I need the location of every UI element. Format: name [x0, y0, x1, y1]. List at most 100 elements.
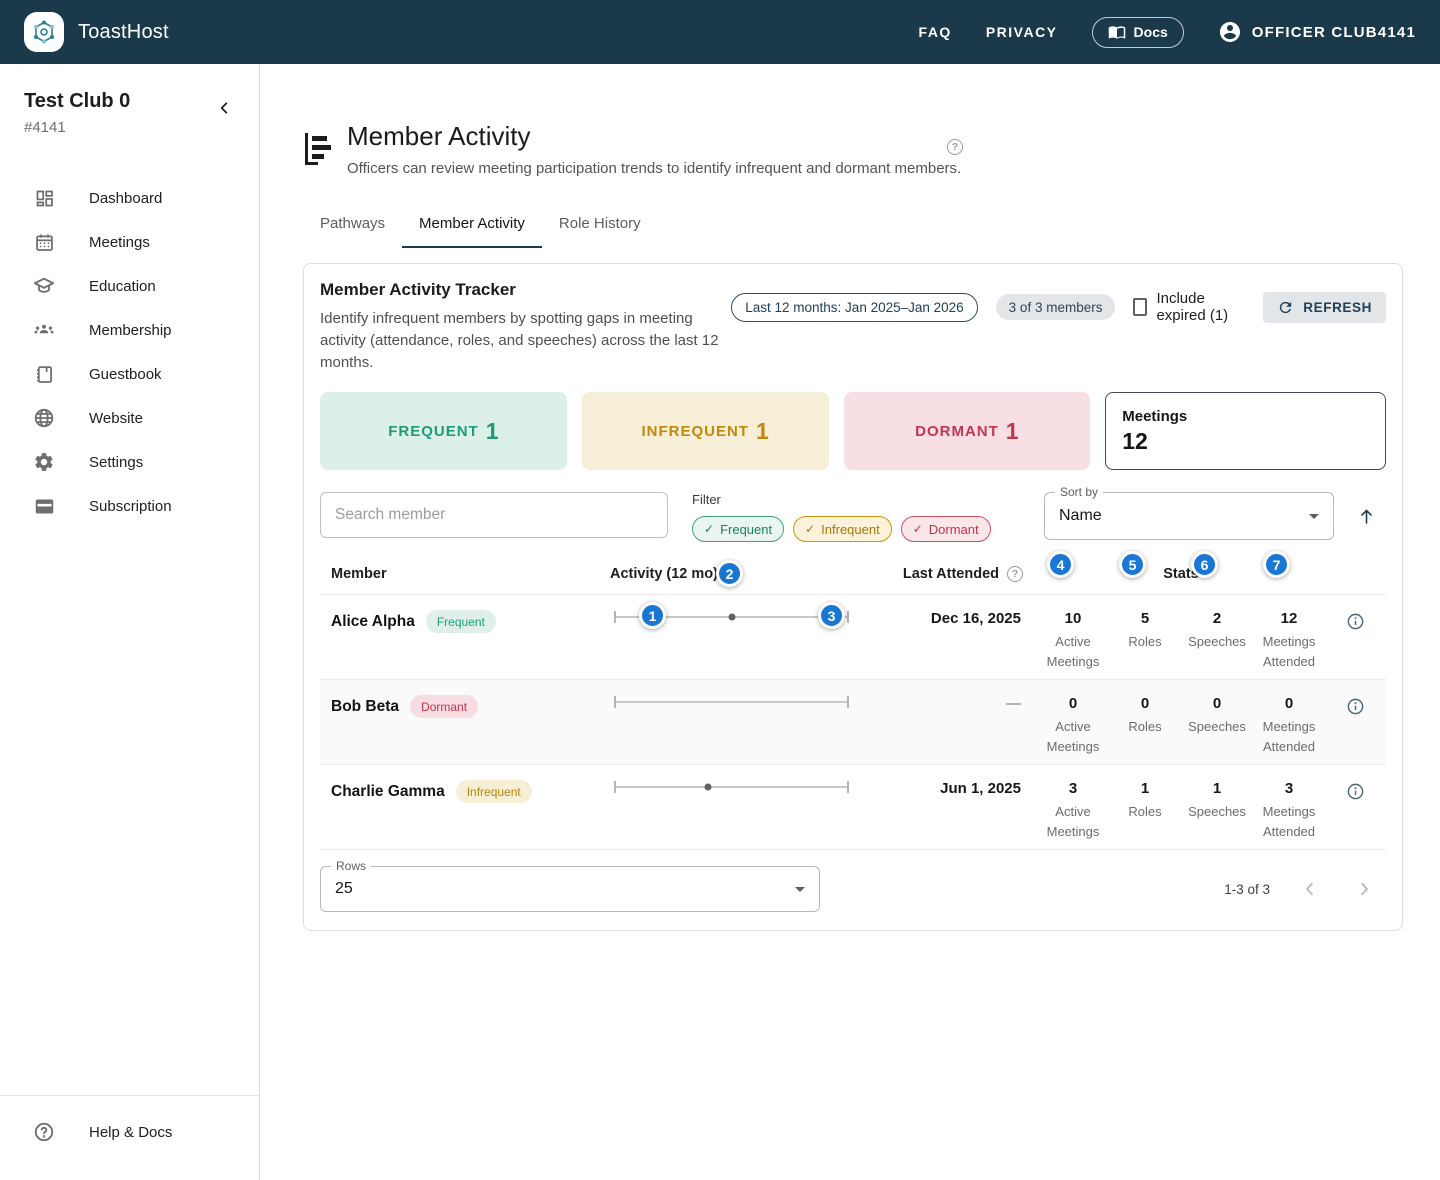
sidebar-item-meetings[interactable]: Meetings	[0, 220, 259, 264]
account-label: OFFICER CLUB4141	[1251, 23, 1416, 41]
table-row[interactable]: Charlie Gamma Infrequent Jun 1, 2025 3 A…	[320, 765, 1386, 850]
sidebar-item-label: Website	[89, 409, 143, 427]
sidebar-item-label: Membership	[89, 321, 172, 339]
sidebar-item-settings[interactable]: Settings	[0, 440, 259, 484]
tour-step-badge: 3	[818, 602, 845, 629]
filter-chip-infrequent[interactable]: ✓ Infrequent	[793, 516, 892, 542]
club-name: Test Club 0	[24, 90, 131, 112]
tab-member-activity[interactable]: Member Activity	[402, 203, 542, 248]
chevron-left-icon	[217, 100, 233, 116]
brand[interactable]: ToastHost	[24, 12, 169, 52]
refresh-button[interactable]: REFRESH	[1263, 291, 1386, 323]
sidebar-item-label: Dashboard	[89, 189, 163, 207]
status-badge: Dormant	[410, 695, 479, 718]
sidebar-item-label: Settings	[89, 453, 144, 471]
sort-by-select[interactable]: Sort by Name	[1044, 485, 1334, 540]
chevron-down-icon	[1309, 513, 1319, 519]
sidebar-item-website[interactable]: Website	[0, 396, 259, 440]
sidebar-item-guestbook[interactable]: Guestbook	[0, 352, 259, 396]
stat-speeches: 2 Speeches	[1188, 610, 1246, 649]
nav-privacy[interactable]: PRIVACY	[985, 24, 1058, 40]
sidebar-item-help-docs[interactable]: Help & Docs	[0, 1110, 259, 1154]
filter-chip-label: Infrequent	[821, 521, 880, 537]
dormant-summary-card: DORMANT 1	[843, 392, 1091, 470]
stat-active-meetings: 0 Active Meetings	[1046, 695, 1100, 754]
table-row[interactable]: Bob Beta Dormant — 0 Active Meetings 0 R…	[320, 680, 1386, 765]
members-count-badge: 3 of 3 members	[995, 294, 1116, 320]
activity-timeline	[614, 781, 849, 793]
table-row[interactable]: Alice Alpha Frequent Dec 16, 2025 10 Act…	[320, 595, 1386, 680]
date-range-chip[interactable]: Last 12 months: Jan 2025–Jan 2026	[731, 292, 978, 322]
tour-step-badge: 6	[1191, 551, 1218, 578]
people-group-icon	[32, 318, 56, 342]
credit-card-icon	[32, 494, 56, 518]
club-number: #4141	[24, 119, 66, 136]
include-expired-label: Include expired (1)	[1156, 290, 1229, 324]
sort-direction-button[interactable]	[1346, 496, 1386, 536]
timeline-dot	[704, 783, 712, 791]
calendar-icon	[32, 230, 56, 254]
row-info-button[interactable]	[1343, 778, 1369, 804]
column-header-stats: Stats	[1163, 566, 1199, 582]
book-icon	[1108, 23, 1126, 41]
activity-timeline	[614, 696, 849, 708]
help-circle-icon	[32, 1120, 56, 1144]
sidebar-item-subscription[interactable]: Subscription	[0, 484, 259, 528]
notebook-icon	[32, 362, 56, 386]
main-content: Member Activity Officers can review meet…	[260, 64, 1440, 1180]
filter-chip-label: Dormant	[928, 521, 979, 537]
next-page-button[interactable]	[1350, 875, 1378, 903]
toasthost-logo-icon	[24, 12, 64, 52]
row-info-button[interactable]	[1343, 693, 1369, 719]
poll-icon	[303, 131, 335, 167]
sidebar-item-label: Subscription	[89, 497, 172, 515]
tab-pathways[interactable]: Pathways	[320, 215, 386, 232]
account-menu[interactable]: OFFICER CLUB4141	[1218, 20, 1416, 44]
tab-role-history[interactable]: Role History	[558, 215, 641, 232]
help-docs-label: Help & Docs	[89, 1123, 173, 1141]
frequent-summary-card: FREQUENT 1	[320, 392, 567, 470]
nav-faq[interactable]: FAQ	[918, 24, 952, 40]
status-badge: Infrequent	[455, 780, 532, 803]
stat-meetings-attended: 3 Meetings Attended	[1262, 780, 1316, 839]
stat-roles: 1 Roles	[1128, 780, 1162, 819]
last-attended-value: Dec 16, 2025	[930, 610, 1021, 627]
docs-button[interactable]: Docs	[1091, 16, 1184, 48]
sidebar-item-label: Guestbook	[89, 365, 162, 383]
stat-meetings-attended: 0 Meetings Attended	[1262, 695, 1316, 754]
last-attended-help-icon[interactable]: ?	[1007, 566, 1023, 582]
include-expired-control[interactable]: Include expired (1)	[1133, 290, 1245, 324]
tour-step-badge: 1	[639, 602, 666, 629]
table-header-row: Member Activity (12 mo) ? Last Attended …	[320, 566, 1386, 595]
member-name: Bob Beta	[331, 697, 400, 715]
chevron-down-icon	[795, 886, 805, 892]
meetings-label: Meetings	[1122, 407, 1188, 425]
filter-chip-dormant[interactable]: ✓ Dormant	[900, 516, 991, 542]
app-bar: ToastHost FAQ PRIVACY Docs OFFICER CLUB4…	[0, 0, 1440, 64]
arrow-up-icon	[1357, 507, 1376, 526]
refresh-icon	[1277, 299, 1294, 316]
sidebar-item-membership[interactable]: Membership	[0, 308, 259, 352]
filter-chip-frequent[interactable]: ✓ Frequent	[692, 516, 785, 542]
infrequent-label: INFREQUENT	[641, 422, 749, 440]
meetings-count: 12	[1122, 427, 1148, 454]
sidebar-item-dashboard[interactable]: Dashboard	[0, 176, 259, 220]
dashboard-icon	[32, 186, 56, 210]
check-icon: ✓	[704, 522, 715, 536]
sidebar-item-education[interactable]: Education	[0, 264, 259, 308]
search-input[interactable]	[320, 492, 668, 538]
sidebar-collapse-button[interactable]	[209, 92, 241, 124]
include-expired-checkbox[interactable]	[1133, 298, 1148, 316]
tab-bar: Pathways Member Activity Role History	[303, 203, 1400, 248]
dormant-count: 1	[1005, 417, 1019, 444]
member-activity-tracker-card: Member Activity Tracker Identify infrequ…	[303, 263, 1403, 931]
rows-per-page-select[interactable]: Rows 25	[320, 859, 820, 912]
row-info-button[interactable]	[1343, 608, 1369, 634]
previous-page-button[interactable]	[1296, 875, 1324, 903]
check-icon: ✓	[912, 522, 923, 536]
tour-step-badge: 5	[1119, 551, 1146, 578]
filter-label: Filter	[692, 492, 721, 507]
page-help-icon[interactable]: ?	[947, 139, 963, 155]
tour-step-badge: 4	[1047, 551, 1074, 578]
page-title: Member Activity	[347, 121, 531, 151]
